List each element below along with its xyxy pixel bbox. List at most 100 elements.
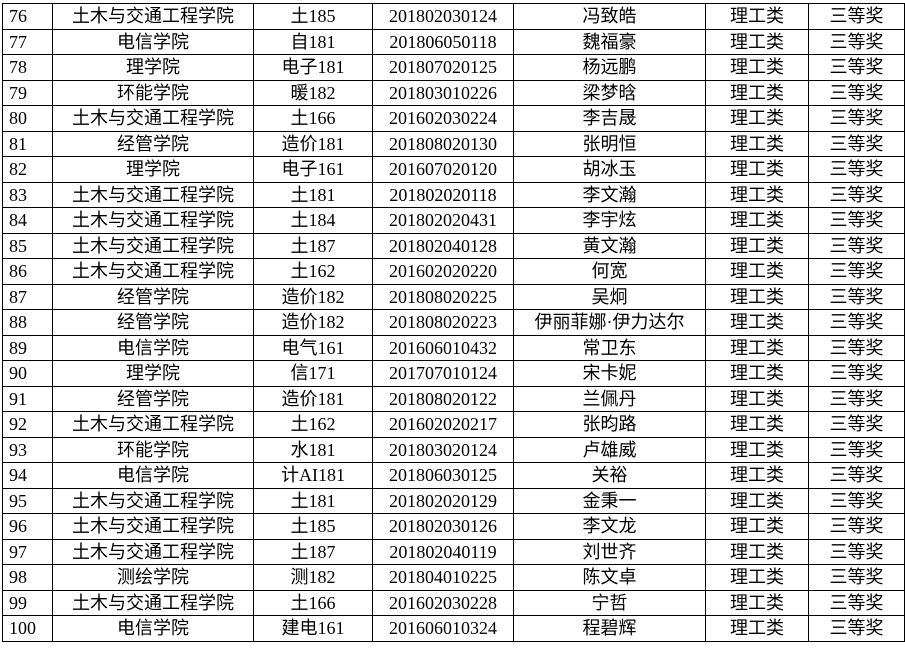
- cell-award: 三等奖: [808, 411, 905, 438]
- cell-award: 三等奖: [808, 283, 905, 310]
- cell-college: 土木与交通工程学院: [52, 411, 254, 438]
- cell-category: 理工类: [705, 589, 809, 616]
- cell-class: 电子161: [253, 156, 373, 183]
- cell-category: 理工类: [705, 232, 809, 259]
- cell-class: 电子181: [253, 54, 373, 81]
- cell-college: 电信学院: [52, 615, 254, 642]
- cell-college: 经管学院: [52, 130, 254, 157]
- cell-class: 土162: [253, 411, 373, 438]
- table-row: 82 理学院 电子161 201607020120 胡冰玉 理工类 三等奖: [2, 156, 905, 183]
- cell-category: 理工类: [705, 181, 809, 208]
- cell-class: 计AI181: [253, 462, 373, 489]
- award-table-body: 76 土木与交通工程学院 土185 201802030124 冯致皓 理工类 三等奖 77 电信…: [2, 3, 905, 642]
- cell-class: 土184: [253, 207, 373, 234]
- cell-class: 土185: [253, 3, 373, 30]
- cell-award: 三等奖: [808, 462, 905, 489]
- cell-id: 201807020125: [372, 54, 514, 81]
- cell-name: 杨远鹏: [513, 54, 706, 81]
- table-row: 87 经管学院 造价182 201808020225 吴炯 理工类 三等奖: [2, 283, 905, 310]
- cell-college: 环能学院: [52, 436, 254, 463]
- table-row: 83 土木与交通工程学院 土181 201802020118 李文瀚 理工类 三等奖: [2, 181, 905, 208]
- table-row: 86 土木与交通工程学院 土162 201602020220 何宽 理工类 三等奖: [2, 258, 905, 285]
- cell-id: 201602030228: [372, 589, 514, 616]
- cell-category: 理工类: [705, 79, 809, 106]
- cell-name: 张昀路: [513, 411, 706, 438]
- cell-no: 80: [2, 105, 53, 132]
- cell-class: 土181: [253, 181, 373, 208]
- cell-college: 土木与交通工程学院: [52, 3, 254, 30]
- cell-no: 84: [2, 207, 53, 234]
- cell-award: 三等奖: [808, 207, 905, 234]
- cell-id: 201602030224: [372, 105, 514, 132]
- cell-college: 土木与交通工程学院: [52, 232, 254, 259]
- table-row: 95 土木与交通工程学院 土181 201802020129 金秉一 理工类 三等奖: [2, 487, 905, 514]
- cell-category: 理工类: [705, 28, 809, 55]
- cell-college: 土木与交通工程学院: [52, 513, 254, 540]
- cell-class: 土187: [253, 232, 373, 259]
- cell-class: 土166: [253, 105, 373, 132]
- cell-award: 三等奖: [808, 130, 905, 157]
- cell-award: 三等奖: [808, 258, 905, 285]
- cell-class: 土187: [253, 538, 373, 565]
- cell-award: 三等奖: [808, 156, 905, 183]
- table-row: 100 电信学院 建电161 201606010324 程碧辉 理工类 三等奖: [2, 615, 905, 642]
- cell-no: 91: [2, 385, 53, 412]
- cell-category: 理工类: [705, 411, 809, 438]
- cell-award: 三等奖: [808, 589, 905, 616]
- cell-category: 理工类: [705, 309, 809, 336]
- cell-award: 三等奖: [808, 309, 905, 336]
- cell-award: 三等奖: [808, 79, 905, 106]
- cell-class: 测182: [253, 564, 373, 591]
- cell-college: 土木与交通工程学院: [52, 207, 254, 234]
- table-row: 89 电信学院 电气161 201606010432 常卫东 理工类 三等奖: [2, 334, 905, 361]
- cell-category: 理工类: [705, 105, 809, 132]
- cell-no: 94: [2, 462, 53, 489]
- cell-name: 李吉晟: [513, 105, 706, 132]
- cell-category: 理工类: [705, 615, 809, 642]
- cell-award: 三等奖: [808, 513, 905, 540]
- table-row: 93 环能学院 水181 201803020124 卢雄威 理工类 三等奖: [2, 436, 905, 463]
- cell-no: 89: [2, 334, 53, 361]
- cell-award: 三等奖: [808, 3, 905, 30]
- cell-id: 201607020120: [372, 156, 514, 183]
- cell-category: 理工类: [705, 462, 809, 489]
- cell-category: 理工类: [705, 130, 809, 157]
- cell-category: 理工类: [705, 54, 809, 81]
- cell-award: 三等奖: [808, 181, 905, 208]
- cell-id: 201803020124: [372, 436, 514, 463]
- cell-college: 经管学院: [52, 309, 254, 336]
- cell-no: 76: [2, 3, 53, 30]
- table-row: 98 测绘学院 测182 201804010225 陈文卓 理工类 三等奖: [2, 564, 905, 591]
- cell-award: 三等奖: [808, 54, 905, 81]
- cell-id: 201803010226: [372, 79, 514, 106]
- cell-id: 201802020129: [372, 487, 514, 514]
- cell-id: 201802040128: [372, 232, 514, 259]
- table-row: 84 土木与交通工程学院 土184 201802020431 李宇炫 理工类 三等奖: [2, 207, 905, 234]
- cell-class: 土166: [253, 589, 373, 616]
- cell-name: 李宇炫: [513, 207, 706, 234]
- table-row: 85 土木与交通工程学院 土187 201802040128 黄文瀚 理工类 三等奖: [2, 232, 905, 259]
- cell-college: 测绘学院: [52, 564, 254, 591]
- cell-no: 92: [2, 411, 53, 438]
- cell-category: 理工类: [705, 564, 809, 591]
- cell-name: 宋卡妮: [513, 360, 706, 387]
- cell-name: 李文瀚: [513, 181, 706, 208]
- cell-id: 201806030125: [372, 462, 514, 489]
- table-row: 79 环能学院 暖182 201803010226 梁梦晗 理工类 三等奖: [2, 79, 905, 106]
- cell-class: 暖182: [253, 79, 373, 106]
- cell-category: 理工类: [705, 207, 809, 234]
- cell-category: 理工类: [705, 538, 809, 565]
- cell-id: 201802030124: [372, 3, 514, 30]
- cell-id: 201606010432: [372, 334, 514, 361]
- cell-name: 宁哲: [513, 589, 706, 616]
- cell-category: 理工类: [705, 487, 809, 514]
- cell-name: 卢雄威: [513, 436, 706, 463]
- cell-category: 理工类: [705, 334, 809, 361]
- cell-name: 冯致皓: [513, 3, 706, 30]
- cell-no: 88: [2, 309, 53, 336]
- cell-no: 87: [2, 283, 53, 310]
- cell-name: 伊丽菲娜·伊力达尔: [513, 309, 706, 336]
- cell-class: 土162: [253, 258, 373, 285]
- cell-no: 98: [2, 564, 53, 591]
- cell-college: 土木与交通工程学院: [52, 105, 254, 132]
